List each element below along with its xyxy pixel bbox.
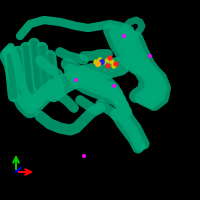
Point [82, 154, 86, 158]
Point [148, 54, 152, 58]
Point [112, 64, 116, 68]
Point [106, 58, 110, 62]
Point [96, 62, 100, 66]
Point [94, 60, 98, 64]
Point [112, 84, 116, 88]
Point [122, 34, 126, 38]
Point [98, 58, 102, 62]
Point [74, 78, 78, 82]
Point [114, 62, 118, 66]
Point [110, 60, 114, 64]
Point [102, 60, 106, 64]
Point [106, 64, 110, 68]
Point [108, 56, 112, 60]
Point [100, 60, 104, 64]
